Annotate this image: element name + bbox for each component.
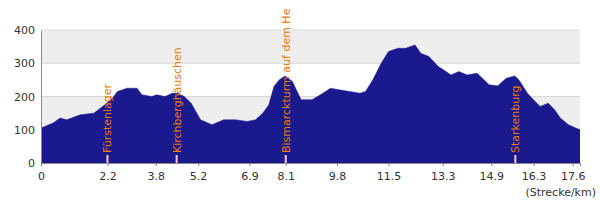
- tick-label: 100: [14, 124, 35, 137]
- annotation-label: Kirchberghäuschen: [171, 47, 184, 153]
- grid: [41, 30, 580, 163]
- tick-label: 3.8: [148, 170, 166, 183]
- y-axis: 0 100 200 300 400: [14, 24, 42, 170]
- tick: 3.8: [148, 163, 166, 183]
- tick: 5.2: [190, 163, 208, 183]
- tick-label: 13.3: [431, 170, 456, 183]
- tick: 6.9: [241, 163, 259, 183]
- tick: 100: [14, 124, 41, 137]
- tick-label: 11.5: [377, 170, 402, 183]
- annotations: Fürstenlager Kirchberghäuschen Bismarcktur…: [101, 8, 522, 163]
- tick-label: 17.6: [561, 170, 586, 183]
- tick-label: 2.2: [99, 170, 117, 183]
- tick-mark: [337, 163, 338, 166]
- tick-mark: [573, 163, 574, 166]
- annotation-marker: [176, 155, 178, 163]
- tick: 17.6: [561, 163, 586, 183]
- annotation-marker: [106, 155, 108, 163]
- axis-line: [42, 164, 581, 167]
- tick: 16.3: [522, 163, 547, 183]
- grid-band: [41, 30, 580, 63]
- tick-mark: [286, 163, 287, 166]
- tick-mark: [533, 163, 534, 166]
- grid-line: [41, 63, 580, 64]
- tick-label: 14.9: [479, 170, 504, 183]
- tick-mark: [198, 163, 199, 166]
- tick-label: 8.1: [277, 170, 295, 183]
- grid-line: [41, 30, 580, 31]
- plot: 0 100 200 300 400 0 2.2 3.8 5.2 6.9 8.1 9.8 11.5 13.3…: [14, 8, 585, 182]
- tick-label: 5.2: [190, 170, 208, 183]
- tick: 0: [38, 163, 45, 183]
- tick: 8.1: [277, 163, 295, 183]
- x-axis: 0 2.2 3.8 5.2 6.9 8.1 9.8 11.5 13.3 14.9 16.3 17.6: [38, 163, 585, 183]
- tick-label: 9.8: [329, 170, 347, 183]
- tick: 300: [14, 57, 41, 70]
- tick-mark: [388, 163, 389, 166]
- tick: 9.8: [329, 163, 347, 183]
- tick: 2.2: [99, 163, 117, 183]
- tick-label: 300: [14, 57, 35, 70]
- elevation-area: [41, 45, 580, 163]
- tick-mark: [249, 163, 250, 166]
- marks: [41, 45, 580, 163]
- annotation-marker: [514, 155, 516, 163]
- tick: 400: [14, 24, 41, 37]
- annotation-label: Bismarckturm auf dem He: [280, 8, 293, 153]
- tick: 11.5: [377, 163, 402, 183]
- tick-label: 16.3: [522, 170, 547, 183]
- tick: 14.9: [479, 163, 504, 183]
- tick-label: 6.9: [241, 170, 259, 183]
- tick-label: 0: [38, 170, 45, 183]
- tick-mark: [443, 163, 444, 166]
- tick-label: 0: [28, 157, 35, 170]
- annotation-label: Fürstenlager: [101, 83, 114, 153]
- tick-mark: [107, 163, 108, 166]
- chart: 0 100 200 300 400 0 2.2 3.8 5.2 6.9 8.1 9.8 11.5 13.3…: [0, 0, 600, 200]
- x-axis-title: (Strecke/km): [525, 186, 596, 199]
- tick-label: 200: [14, 91, 35, 104]
- tick-mark: [41, 163, 42, 166]
- tick: 13.3: [431, 163, 456, 183]
- bands: [41, 30, 580, 163]
- annotation-marker: [285, 155, 287, 163]
- tick: 0: [28, 157, 41, 170]
- tick-mark: [156, 163, 157, 166]
- axis-line: [41, 31, 42, 164]
- tick-label: 400: [14, 24, 35, 37]
- annotation-label: Starkenburg: [509, 85, 522, 153]
- tick-mark: [491, 163, 492, 166]
- tick: 200: [14, 91, 41, 104]
